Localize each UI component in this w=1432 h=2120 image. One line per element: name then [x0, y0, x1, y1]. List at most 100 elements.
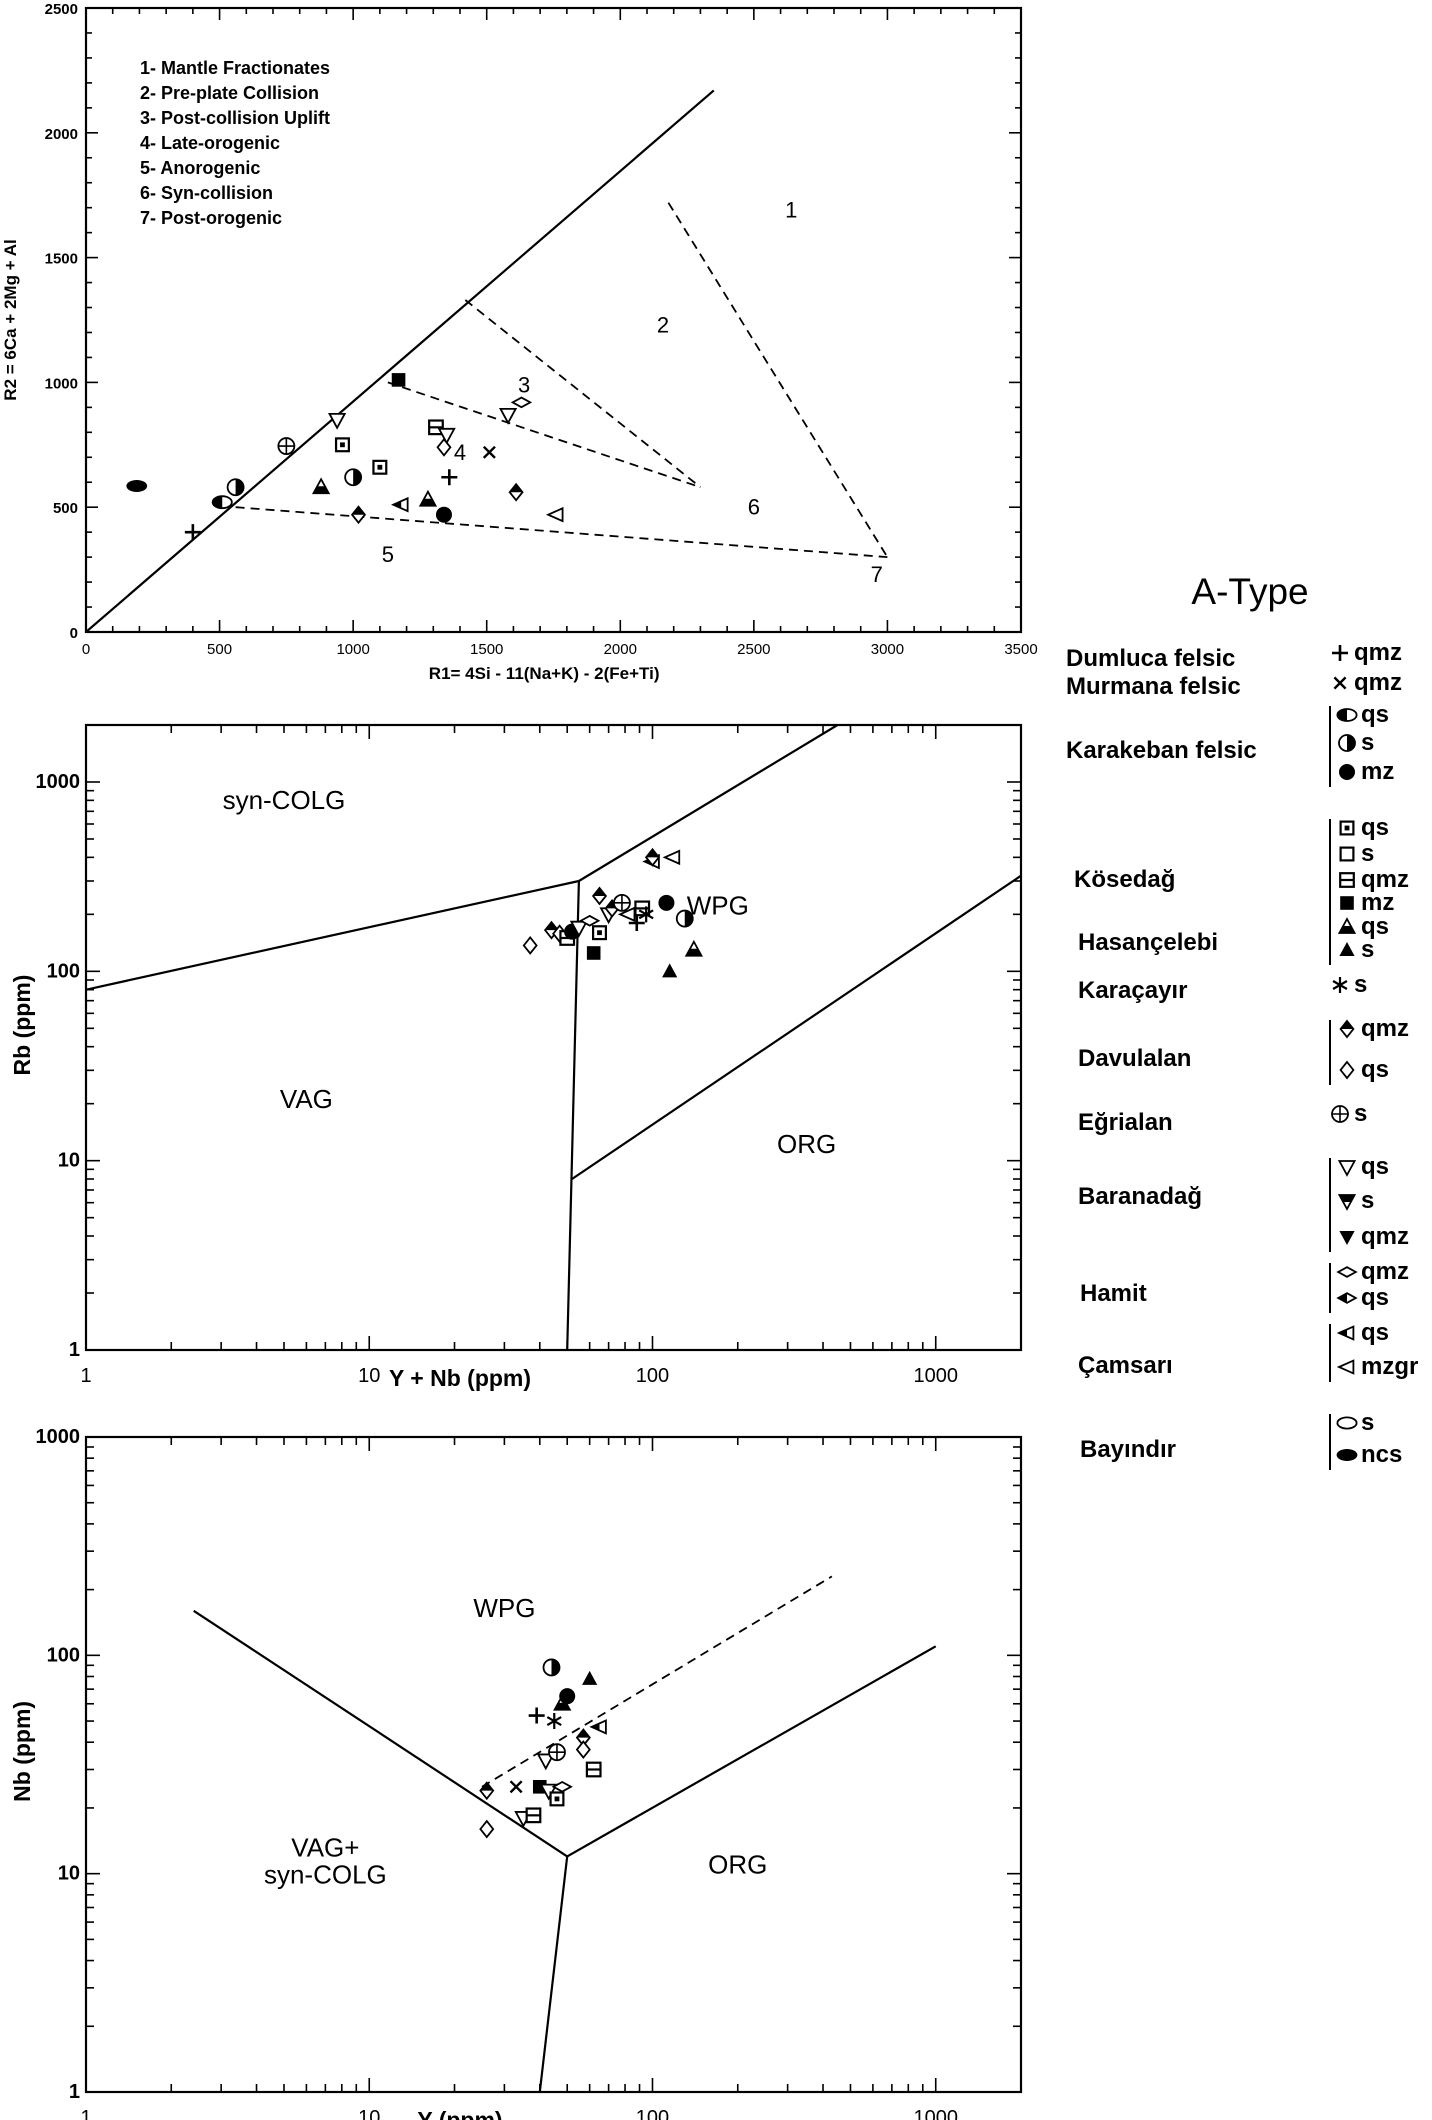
x-tick-label: 500 — [207, 641, 232, 658]
marker-half-ellipse — [1336, 708, 1358, 722]
marker-tri-down-filled — [1339, 1231, 1355, 1245]
legend-group: Murmana felsic qmz — [1066, 669, 1402, 700]
field-boundary-dashed — [481, 1575, 833, 1788]
field-label: 6 — [748, 495, 760, 520]
tick-labels: 1 10 100 1000 1 10 100 1000 — [36, 1426, 958, 2120]
legend-group-name: Hamit — [1080, 1280, 1147, 1307]
legend-group-name: Bayındır — [1080, 1436, 1176, 1463]
marker-half-circle — [226, 478, 245, 497]
field-label: ORG — [777, 1129, 836, 1159]
field-boundary-solid — [571, 874, 1021, 1180]
y-tick-label: 100 — [47, 1644, 80, 1666]
marker-plus — [628, 914, 645, 931]
field-boundary-solid — [566, 1645, 937, 1858]
marker-diamond-half — [350, 505, 367, 525]
y-tick-label: 1000 — [36, 771, 81, 793]
marker-diamond-open — [522, 936, 538, 955]
marker-hamit-open — [551, 1780, 573, 1793]
axis-ticks — [85, 7, 1022, 633]
legend-item: 1- Mantle Fractionates — [140, 58, 330, 78]
marker-tri-down-open — [437, 427, 456, 445]
marker-plus — [1332, 645, 1348, 661]
marker-square-filled — [391, 373, 406, 387]
marker-diamond-half — [591, 886, 608, 906]
legend-group-name: Karaçayır — [1078, 977, 1187, 1004]
marker-filled-circle — [1339, 764, 1355, 780]
chart-panel-3: 1 10 100 1000 1 10 100 1000 Y (ppm) Nb (ppm) WPG VA… — [9, 1426, 1023, 2120]
x-axis-label: R1= 4Si - 11(Na+K) - 2(Fe+Ti) — [429, 664, 660, 683]
axis-ticks — [85, 724, 1022, 1351]
marker-tri-half — [311, 477, 331, 495]
field-label: WPG — [473, 1593, 535, 1623]
legend-group-name: Kösedağ — [1074, 866, 1175, 893]
x-axis-label: Y + Nb (ppm) — [389, 1365, 531, 1391]
marker-diamond-open — [575, 1740, 591, 1760]
field-boundary-solid — [538, 1856, 569, 2092]
plot-frame — [84, 1435, 1023, 2094]
marker-hamit-open — [1336, 1266, 1358, 1278]
field-label: 3 — [518, 372, 530, 397]
marker-circle-plus — [277, 437, 296, 455]
y-axis-label: Rb (ppm) — [9, 975, 35, 1076]
y-tick-label: 1 — [69, 1339, 80, 1361]
marker-plus — [184, 524, 201, 541]
marker-tri-half — [418, 489, 438, 507]
marker-half-circle — [542, 1658, 561, 1677]
field-boundary-dashed — [387, 381, 701, 489]
field-label: VAG — [280, 1084, 333, 1114]
legend-entry-label: qmz — [1361, 866, 1409, 893]
legend-group-name: Karakeban felsic — [1066, 737, 1257, 764]
legend-entry-label: qmz — [1361, 1015, 1409, 1042]
legend-entry-label: s — [1361, 840, 1374, 867]
marker-square-dot — [591, 925, 607, 941]
plot-area: WPG VAG+syn-COLG ORG — [193, 1575, 937, 2092]
marker-diamond-open — [479, 1819, 495, 1839]
legend-group-name: Murmana felsic — [1066, 673, 1241, 700]
field-label: ORG — [708, 1850, 767, 1880]
x-tick-label: 10 — [358, 2107, 380, 2120]
marker-x — [509, 1780, 523, 1794]
legend-item: 7- Post-orogenic — [140, 208, 282, 228]
x-tick-label: 2500 — [737, 641, 770, 658]
marker-tri-down-open — [498, 407, 518, 425]
y-tick-label: 10 — [58, 1150, 80, 1172]
legend-group-name: Baranadağ — [1078, 1183, 1202, 1210]
legend-group: Çamsarı qs mzgr — [1078, 1319, 1418, 1382]
diagram-legend: 1- Mantle Fractionates 2- Pre-plate Colli… — [140, 58, 330, 228]
legend-group: Eğrialan s — [1078, 1100, 1367, 1136]
marker-star — [638, 906, 654, 923]
plot-frame — [84, 6, 1023, 634]
marker-plus — [441, 469, 458, 486]
marker-diamond-half — [1339, 1019, 1355, 1039]
x-tick-label: 10 — [358, 1365, 380, 1387]
marker-square-open — [1339, 846, 1355, 862]
marker-diamond-open — [1339, 1060, 1355, 1080]
marker-tri-down-open — [1337, 1160, 1357, 1177]
legend-group-name: Dumluca felsic — [1066, 645, 1235, 672]
legend-entry-label: s — [1361, 936, 1374, 963]
marker-star — [1332, 977, 1348, 993]
marker-filled-ellipse — [126, 479, 148, 492]
marker-square-dot — [1339, 820, 1355, 836]
legend-group: Dumluca felsic qmz — [1066, 639, 1402, 672]
marker-star — [546, 1713, 562, 1730]
x-tick-label: 1000 — [336, 641, 369, 658]
plot-area: syn-COLG WPG VAG ORG — [86, 725, 1021, 1350]
marker-tri-left-half — [391, 496, 409, 513]
legend-entry-label: s — [1354, 1100, 1367, 1127]
field-boundary-solid — [566, 880, 580, 1350]
field-label: syn-COLG — [223, 785, 346, 815]
marker-tri-left-half — [589, 1719, 607, 1735]
y-tick-label: 1 — [69, 2081, 80, 2103]
marker-diamond-half — [575, 1728, 591, 1748]
marker-tri-filled — [582, 1670, 598, 1685]
field-label: VAG+ — [291, 1832, 359, 1862]
y-tick-label: 1000 — [45, 375, 78, 392]
x-tick-label: 2000 — [604, 641, 637, 658]
field-label: 1 — [785, 198, 797, 223]
marker-tri-left-half — [1336, 1325, 1355, 1341]
field-label: 2 — [657, 312, 669, 337]
field-boundary-dashed — [235, 506, 888, 558]
marker-tri-down-half — [1337, 1194, 1357, 1211]
legend-item: 6- Syn-collision — [140, 183, 273, 203]
